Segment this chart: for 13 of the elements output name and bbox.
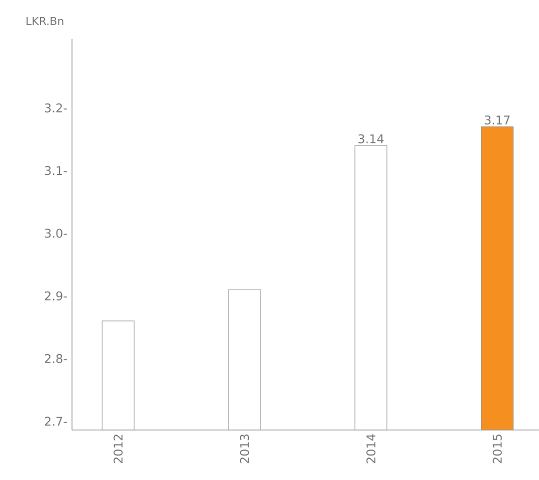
y-tick-label: 2.7- bbox=[44, 416, 67, 426]
x-tick-label: 2015 bbox=[492, 434, 502, 464]
x-tick-label: 2014 bbox=[366, 434, 376, 464]
y-tick-label: 3.0- bbox=[44, 228, 67, 238]
y-tick-label: 3.2- bbox=[44, 103, 67, 112]
data-label: 3.14 bbox=[358, 134, 384, 144]
y-tick-label: 2.8- bbox=[44, 354, 67, 364]
y-axis-title: LKR.Bn bbox=[26, 16, 64, 25]
data-label: 3.17 bbox=[484, 115, 510, 125]
y-tick-label: 2.9- bbox=[44, 291, 67, 300]
y-tick-label: 3.1- bbox=[44, 166, 67, 176]
x-tick-label: 2012 bbox=[114, 434, 123, 464]
x-tick-label: 2013 bbox=[240, 434, 250, 464]
